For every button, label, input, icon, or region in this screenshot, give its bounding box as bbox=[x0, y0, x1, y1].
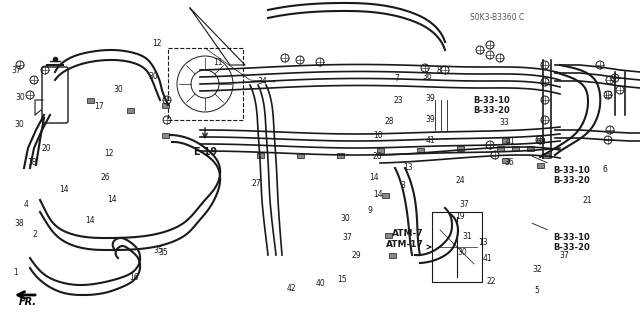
Text: 10: 10 bbox=[372, 131, 383, 140]
Bar bbox=[457, 146, 464, 151]
Text: 22: 22 bbox=[487, 277, 496, 286]
Text: 37: 37 bbox=[11, 66, 21, 75]
Text: 2: 2 bbox=[33, 230, 38, 239]
Bar bbox=[377, 148, 384, 153]
Bar bbox=[502, 138, 509, 143]
Text: 30: 30 bbox=[14, 120, 24, 129]
Text: 36: 36 bbox=[422, 72, 433, 81]
Text: 14: 14 bbox=[84, 216, 95, 225]
Text: S0K3-B3360 C: S0K3-B3360 C bbox=[470, 13, 525, 22]
Text: 13: 13 bbox=[603, 91, 613, 100]
Text: B-33-10
B-33-20: B-33-10 B-33-20 bbox=[554, 233, 590, 252]
Text: 12: 12 bbox=[104, 149, 113, 158]
Text: 40: 40 bbox=[315, 279, 325, 288]
Text: 17: 17 bbox=[94, 102, 104, 111]
Text: 30: 30 bbox=[113, 85, 124, 94]
Text: 14: 14 bbox=[59, 185, 69, 194]
Text: ATM-7
ATM-17: ATM-7 ATM-17 bbox=[386, 229, 424, 249]
Text: 16: 16 bbox=[129, 273, 140, 282]
Text: 6: 6 bbox=[602, 165, 607, 174]
Text: 38: 38 bbox=[14, 219, 24, 228]
Text: 30: 30 bbox=[148, 72, 159, 81]
Text: 12: 12 bbox=[152, 39, 161, 48]
Bar bbox=[382, 193, 389, 198]
Text: 30: 30 bbox=[340, 214, 351, 223]
Text: 26: 26 bbox=[372, 152, 383, 161]
Text: 14: 14 bbox=[107, 195, 117, 204]
Bar bbox=[87, 98, 94, 103]
Text: 33: 33 bbox=[499, 118, 509, 127]
Text: 18: 18 bbox=[28, 158, 36, 167]
Bar bbox=[497, 146, 504, 151]
Text: 28: 28 bbox=[385, 117, 394, 126]
Bar bbox=[537, 138, 544, 143]
Text: 31: 31 bbox=[462, 232, 472, 241]
Text: 20: 20 bbox=[41, 144, 51, 153]
Text: 32: 32 bbox=[532, 265, 543, 274]
Bar bbox=[162, 133, 169, 138]
Text: B-33-10
B-33-20: B-33-10 B-33-20 bbox=[474, 96, 510, 115]
Text: 37: 37 bbox=[342, 233, 353, 242]
Text: 24: 24 bbox=[456, 176, 466, 185]
Text: 14: 14 bbox=[372, 190, 383, 199]
Text: 23: 23 bbox=[393, 96, 403, 105]
Bar bbox=[389, 253, 396, 258]
Text: 13: 13 bbox=[403, 163, 413, 172]
Text: 11: 11 bbox=[213, 58, 222, 67]
Bar bbox=[432, 212, 482, 282]
Text: 14: 14 bbox=[369, 173, 380, 182]
Bar bbox=[127, 108, 134, 113]
Bar bbox=[297, 153, 304, 158]
Bar bbox=[162, 103, 169, 108]
Text: 36: 36 bbox=[504, 158, 514, 167]
Bar bbox=[257, 153, 264, 158]
Text: 30: 30 bbox=[15, 93, 26, 102]
Text: 5: 5 bbox=[534, 286, 539, 295]
Text: 15: 15 bbox=[337, 275, 348, 284]
Text: 35: 35 bbox=[154, 246, 164, 255]
Text: 34: 34 bbox=[257, 77, 268, 86]
Text: E-19: E-19 bbox=[193, 147, 217, 157]
Text: 39: 39 bbox=[425, 115, 435, 124]
Text: 13: 13 bbox=[478, 238, 488, 247]
Text: 9: 9 bbox=[367, 206, 372, 215]
Bar bbox=[417, 148, 424, 153]
Text: 41: 41 bbox=[506, 137, 516, 146]
Text: 29: 29 bbox=[351, 251, 361, 260]
Bar bbox=[502, 158, 509, 163]
Text: 37: 37 bbox=[459, 200, 469, 209]
Text: 4: 4 bbox=[23, 200, 28, 209]
Text: 41: 41 bbox=[483, 254, 493, 263]
Text: 8: 8 bbox=[436, 66, 441, 75]
Text: 42: 42 bbox=[286, 284, 296, 293]
Text: 41: 41 bbox=[425, 136, 435, 145]
Text: 27: 27 bbox=[251, 179, 261, 188]
Text: 26: 26 bbox=[100, 173, 111, 182]
Text: 19: 19 bbox=[454, 212, 465, 221]
Bar bbox=[537, 163, 544, 168]
Text: 3: 3 bbox=[401, 181, 406, 189]
Text: 21: 21 bbox=[583, 197, 592, 205]
Text: 35: 35 bbox=[158, 248, 168, 256]
Bar bbox=[527, 146, 534, 151]
Text: 30: 30 bbox=[457, 248, 467, 256]
Bar bbox=[512, 146, 519, 151]
Bar bbox=[542, 153, 549, 158]
Bar bbox=[337, 153, 344, 158]
Text: 39: 39 bbox=[425, 94, 435, 103]
Bar bbox=[385, 233, 392, 238]
Text: B-33-10
B-33-20: B-33-10 B-33-20 bbox=[554, 166, 590, 185]
Text: FR.: FR. bbox=[19, 297, 37, 307]
Text: 7: 7 bbox=[394, 74, 399, 83]
Text: 1: 1 bbox=[13, 268, 19, 277]
Text: 37: 37 bbox=[559, 251, 570, 260]
